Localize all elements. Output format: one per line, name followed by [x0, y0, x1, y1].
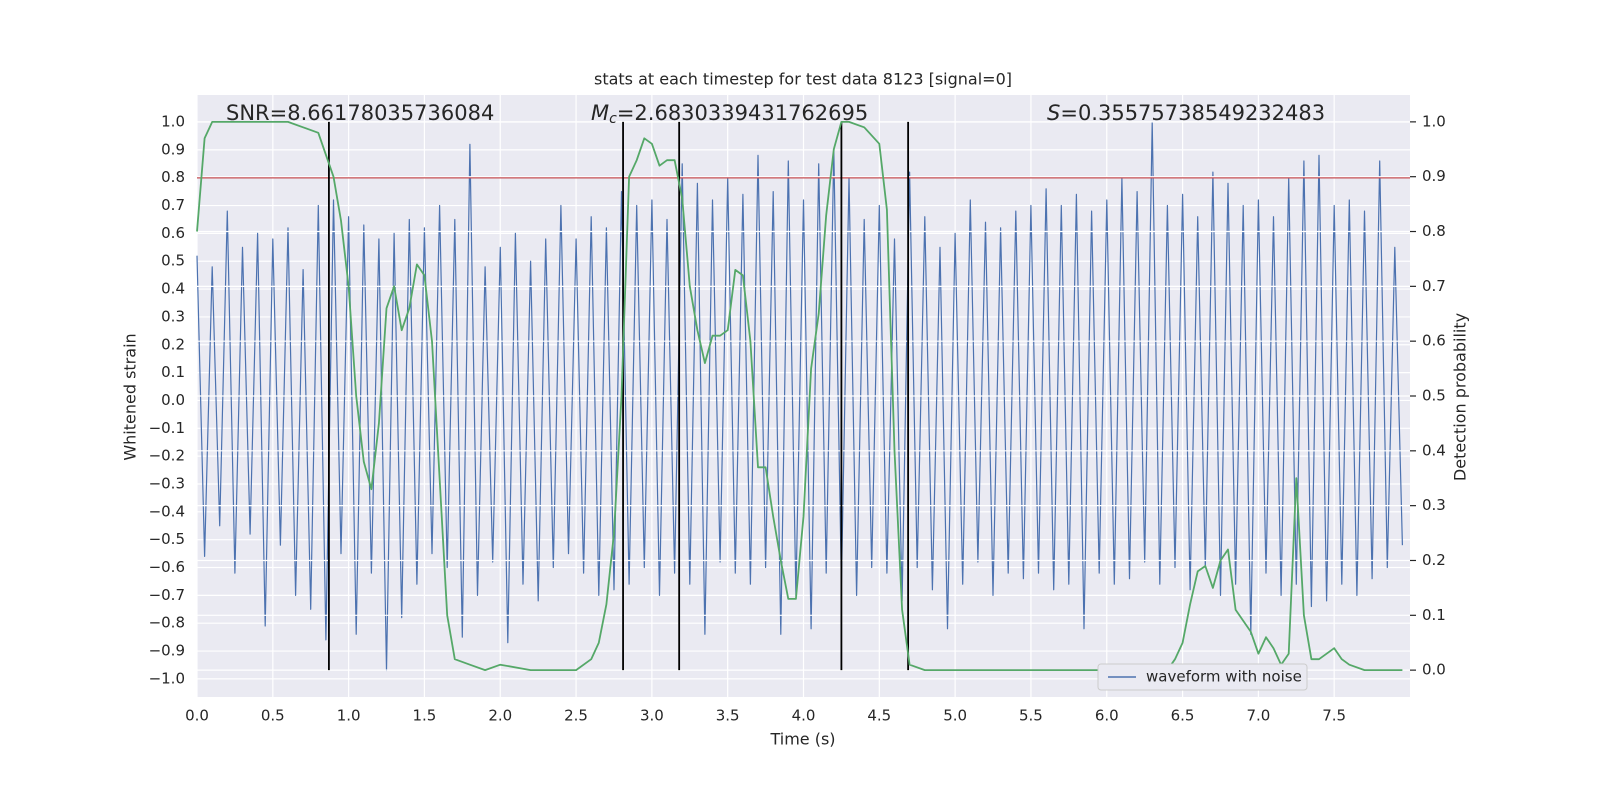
x-tick-label: 5.0 [943, 707, 967, 725]
x-tick-label: 2.0 [488, 707, 512, 725]
x-tick-label: 2.5 [564, 707, 588, 725]
annotation-text: =0.35575738549232483 [1060, 101, 1325, 125]
y-tick-label: 0.4 [161, 280, 185, 298]
y-tick-label: 0.3 [161, 307, 185, 325]
y2-tick-label: 0.3 [1422, 496, 1446, 514]
x-tick-label: 1.5 [413, 707, 437, 725]
y-tick-label: 0.7 [161, 196, 185, 214]
annotation-subscript: c [609, 111, 617, 127]
y2-tick-label: 0.6 [1422, 332, 1446, 350]
y2-tick-label: 1.0 [1422, 112, 1446, 130]
y-tick-label: −0.1 [149, 419, 185, 437]
y-tick-label: 0.8 [161, 168, 185, 186]
chart-title: stats at each timestep for test data 812… [594, 70, 1012, 89]
y2-tick-label: 0.4 [1422, 441, 1446, 459]
y-tick-label: 1.0 [161, 113, 185, 131]
y-tick-label: 0.9 [161, 140, 185, 158]
x-tick-label: 4.0 [792, 707, 816, 725]
probability-line [196, 121, 1403, 671]
y-tick-label: −0.2 [149, 447, 185, 465]
y2-tick-label: 0.0 [1422, 661, 1446, 679]
annotation-text: SNR=8.66178035736084 [226, 101, 494, 125]
x-tick-label: 1.0 [337, 707, 361, 725]
annotation-symbol: S [1047, 101, 1060, 125]
x-tick-label: 3.5 [716, 707, 740, 725]
annotation: S=0.35575738549232483 [1047, 101, 1325, 125]
legend-box [1097, 663, 1308, 691]
annotation: SNR=8.66178035736084 [226, 101, 494, 125]
annotation-symbol: M [591, 101, 609, 125]
y-tick-label: 0.2 [161, 335, 185, 353]
x-tick-label: 5.5 [1019, 707, 1043, 725]
x-tick-label: 7.5 [1322, 707, 1346, 725]
annotation-text: =2.6830339431762695 [617, 101, 868, 125]
y2-tick-label: 0.9 [1422, 167, 1446, 185]
x-tick-label: 0.5 [261, 707, 285, 725]
y2-tick-label: 0.2 [1422, 551, 1446, 569]
waveform-line [196, 121, 1403, 672]
y-tick-label: −0.9 [149, 642, 185, 660]
y-tick-label: −0.6 [149, 558, 185, 576]
x-axis-label: Time (s) [769, 730, 835, 749]
x-tick-label: 3.0 [640, 707, 664, 725]
y2-tick-label: 0.1 [1422, 606, 1446, 624]
x-tick-label: 6.0 [1095, 707, 1119, 725]
y-tick-label: 0.5 [161, 252, 185, 270]
y-tick-label: 0.6 [161, 224, 185, 242]
y2-axis-label: Detection probability [1451, 313, 1470, 481]
y2-tick-label: 0.7 [1422, 277, 1446, 295]
y-tick-label: −0.5 [149, 530, 185, 548]
annotation: Mc=2.6830339431762695 [591, 101, 868, 127]
x-tick-label: 0.0 [185, 707, 209, 725]
legend-label: waveform with noise [1146, 668, 1302, 686]
y-tick-label: −0.4 [149, 502, 185, 520]
x-tick-label: 7.0 [1246, 707, 1270, 725]
y-tick-label: 0.1 [161, 363, 185, 381]
y2-tick-label: 0.5 [1422, 387, 1446, 405]
y-tick-label: −0.3 [149, 474, 185, 492]
x-tick-label: 6.5 [1171, 707, 1195, 725]
y-tick-label: 0.0 [161, 391, 185, 409]
y-tick-label: −0.8 [149, 614, 185, 632]
y-tick-label: −1.0 [149, 669, 185, 687]
y-tick-label: −0.7 [149, 586, 185, 604]
x-tick-label: 4.5 [867, 707, 891, 725]
y-axis-label: Whitened strain [121, 333, 140, 460]
y2-tick-label: 0.8 [1422, 222, 1446, 240]
